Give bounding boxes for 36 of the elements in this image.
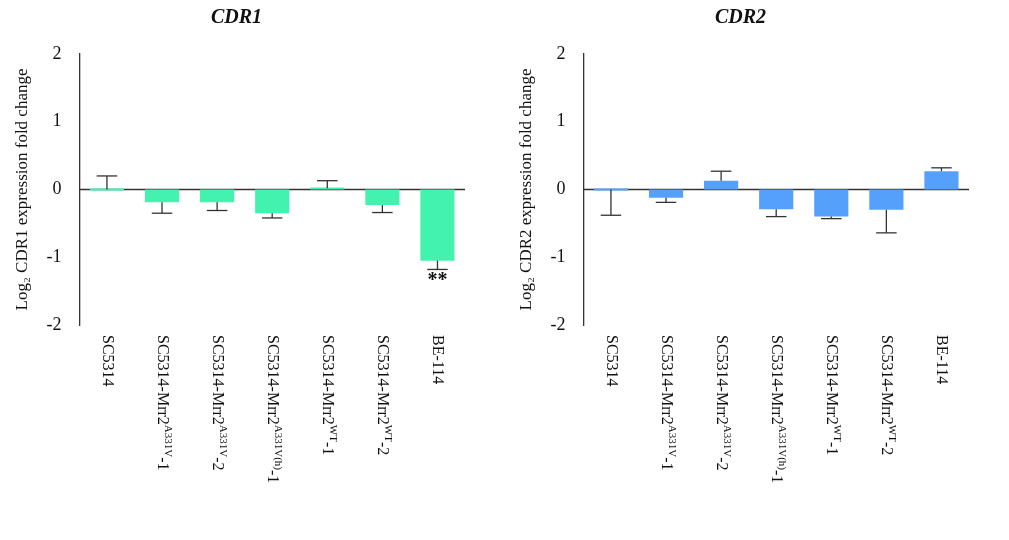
y-tick-label: 0	[556, 178, 566, 199]
y-axis-title: Log₂ CDR1 expression fold change	[11, 68, 31, 311]
x-tick-label: SC5314-Mrr2A331V-2	[713, 335, 735, 471]
y-tick-label: 1	[556, 110, 566, 131]
bar	[704, 180, 739, 190]
x-tick-label: SC5314-Mrr2A331V(h)-1	[768, 335, 790, 484]
x-tick-label: SC5314-Mrr2WT-2	[375, 335, 396, 456]
x-tick-label: BE-114	[430, 335, 448, 385]
bar	[648, 189, 684, 198]
y-tick-label: -1	[550, 245, 566, 266]
x-tick-label: SC5314-Mrr2WT-1	[320, 335, 341, 456]
chart-title: CDR1	[210, 5, 263, 28]
y-tick-label: -1	[46, 245, 62, 266]
x-tick-label: SC5314-Mrr2A331V(h)-1	[264, 335, 286, 484]
bar	[759, 189, 794, 210]
x-tick-label: SC5314-Mrr2WT-2	[879, 335, 900, 456]
x-tick-label: SC5314-Mrr2A331V-2	[209, 335, 231, 471]
bar	[593, 188, 629, 191]
x-tick-label: SC5314	[603, 335, 621, 387]
x-tick-label: SC5314-Mrr2A331V-1	[658, 335, 680, 471]
x-tick-label: BE-114	[934, 335, 952, 385]
y-tick-label: 1	[52, 110, 62, 131]
y-tick-label: 0	[52, 178, 62, 199]
x-tick-label: SC5314-Mrr2A331V-1	[154, 335, 176, 471]
y-tick-label: 2	[52, 42, 62, 63]
bar	[869, 189, 904, 210]
bar	[814, 189, 849, 217]
y-tick-label: 2	[556, 42, 566, 63]
chart-title: CDR2	[714, 5, 767, 28]
y-axis-title: Log₂ CDR2 expression fold change	[515, 68, 535, 311]
y-tick-label: -2	[550, 313, 566, 334]
annotation: **	[427, 268, 448, 291]
y-tick-label: -2	[46, 313, 62, 334]
bar	[924, 171, 959, 190]
x-tick-label: SC5314	[99, 335, 117, 387]
x-tick-label: SC5314-Mrr2WT-1	[824, 335, 845, 456]
